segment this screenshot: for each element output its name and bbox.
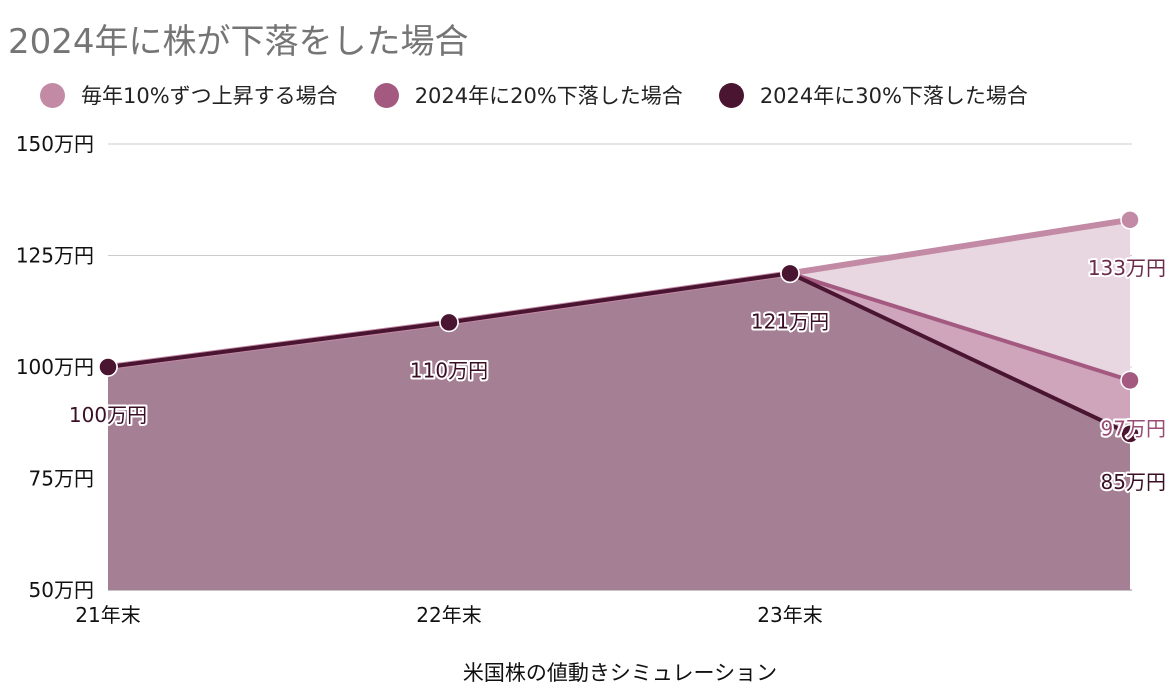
legend-item-series-2[interactable]: 2024年に20%下落した場合 <box>373 80 683 110</box>
legend-item-series-1[interactable]: 毎年10%ずつ上昇する場合 <box>40 80 338 110</box>
y-axis-tick-labels: 50万円 75万円 100万円 125万円 150万円 <box>16 132 94 602</box>
series-lines <box>107 216 1131 436</box>
line-series-3 <box>107 271 1131 436</box>
legend-label-series-1: 毎年10%ずつ上昇する場合 <box>81 84 338 108</box>
point-series-3-3 <box>1120 424 1140 444</box>
area-series-3 <box>108 273 1130 590</box>
x-axis-title: 米国株の値動きシミュレーション <box>463 661 777 685</box>
y-tick-label-0: 50万円 <box>29 578 94 602</box>
legend-label-series-3: 2024年に30%下落した場合 <box>759 84 1028 108</box>
series-points <box>98 210 1140 444</box>
data-label-series-3-1: 110万円 <box>410 358 488 382</box>
legend: 毎年10%ずつ上昇する場合 2024年に20%下落した場合 2024年に30%下… <box>40 80 1064 110</box>
point-series-3-0 <box>98 357 118 377</box>
point-series-1-3 <box>1120 210 1140 230</box>
legend-item-series-3[interactable]: 2024年に30%下落した場合 <box>718 80 1028 110</box>
point-series-3-2 <box>780 263 800 284</box>
y-tick-label-2: 100万円 <box>16 355 94 379</box>
y-tick-label-3: 125万円 <box>16 244 94 268</box>
y-tick-label-4: 150万円 <box>16 132 94 156</box>
y-tick-label-1: 75万円 <box>29 467 94 491</box>
legend-swatch-series-2 <box>373 82 399 108</box>
data-label-series-2-3: 97万円 <box>1101 416 1166 440</box>
data-label-series-3-3: 85万円 <box>1101 470 1166 494</box>
data-label-series-1-3: 133万円 <box>1088 256 1166 280</box>
x-axis-tick-labels: 21年末 22年末 23年末 <box>75 603 822 627</box>
data-label-series-3-0: 100万円 <box>69 403 147 427</box>
chart-title: 2024年に株が下落をした場合 <box>8 22 469 62</box>
legend-label-series-2: 2024年に20%下落した場合 <box>414 84 683 108</box>
x-tick-label-2: 23年末 <box>757 603 822 627</box>
data-label-series-3-2: 121万円 <box>751 309 829 333</box>
legend-swatch-series-3 <box>718 82 744 108</box>
legend-swatch-series-1 <box>40 82 65 108</box>
series-areas <box>108 219 1130 590</box>
data-labels: 133万円 97万円 100万円 110万円 121万円 85万円 <box>67 254 1166 496</box>
point-series-2-3 <box>1120 370 1140 391</box>
x-tick-label-0: 21年末 <box>75 603 140 627</box>
point-series-3-1 <box>439 312 459 333</box>
x-tick-label-1: 22年末 <box>416 603 481 627</box>
